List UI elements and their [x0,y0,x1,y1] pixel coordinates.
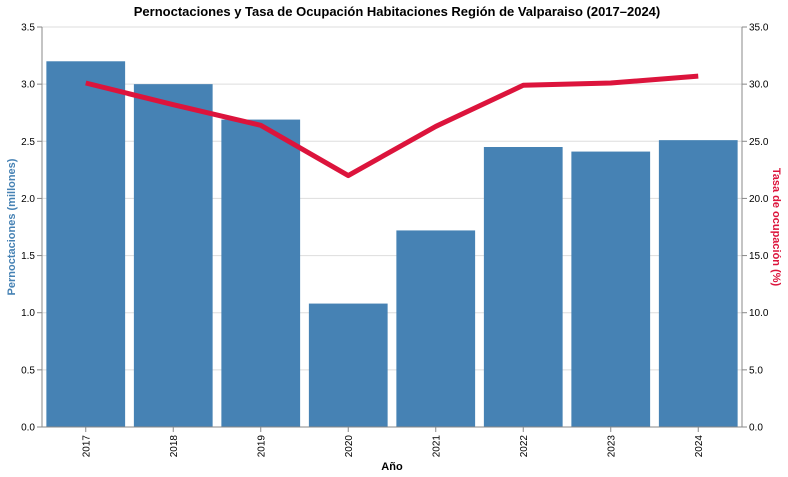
bar-2022 [483,147,563,427]
bar-2023 [571,151,651,428]
y-tick-label-left: 0.0 [21,423,35,434]
y-tick-label-right: 30.0 [749,80,769,91]
y-tick-label-right: 5.0 [749,365,763,376]
x-tick-label-2019: 2019 [256,435,267,458]
x-tick-label-2023: 2023 [606,435,617,458]
y-tick-label-right: 0.0 [749,423,763,434]
y-tick-label-left: 2.5 [21,137,35,148]
x-tick-label-2021: 2021 [431,435,442,458]
y-tick-label-right: 20.0 [749,194,769,205]
y-tick-label-left: 3.5 [21,23,35,34]
y-tick-label-left: 1.5 [21,251,35,262]
chart-title: Pernoctaciones y Tasa de Ocupación Habit… [134,4,660,19]
y-tick-label-left: 0.5 [21,365,35,376]
y-tick-label-right: 35.0 [749,23,769,34]
bar-2017 [46,61,126,428]
y-tick-label-left: 1.0 [21,308,35,319]
bar-2020 [308,303,388,427]
y-tick-label-right: 15.0 [749,251,769,262]
y-axis-left-title: Pernoctaciones (millones) [6,158,18,295]
x-tick-label-2020: 2020 [344,435,355,458]
y-tick-label-left: 2.0 [21,194,35,205]
x-tick-label-2018: 2018 [169,435,180,458]
bar-2024 [658,140,738,427]
bar-2018 [133,84,213,428]
x-axis-title: Año [381,461,403,473]
bar-series [46,61,738,428]
y-tick-label-right: 10.0 [749,308,769,319]
y-tick-label-left: 3.0 [21,80,35,91]
axes: 0.0 0.5 1.0 1.5 2.0 2.5 3.0 3.5 0.0 5.0 10.0 15.0 20… [21,23,769,458]
line-series [85,73,699,179]
occupancy-line [85,73,699,179]
x-tick-label-2022: 2022 [519,435,530,458]
y-axis-right-title: Tasa de ocupación (%) [770,168,782,287]
x-tick-label-2024: 2024 [694,435,705,458]
y-tick-label-right: 25.0 [749,137,769,148]
bar-2021 [396,230,476,427]
x-tick-label-2017: 2017 [81,435,92,458]
bar-2019 [221,119,301,428]
